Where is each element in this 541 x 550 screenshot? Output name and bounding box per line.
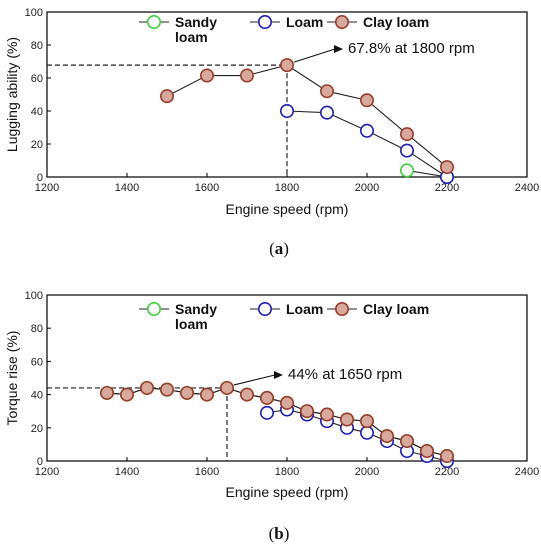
y-tick-label: 60: [31, 356, 43, 368]
y-tick-label: 100: [25, 290, 43, 302]
series-line-loam: [266, 408, 448, 462]
panel-label: (a): [269, 239, 289, 258]
data-point-clay-loam: [180, 385, 195, 400]
x-tick-label: 1600: [195, 466, 219, 478]
data-point-clay-loam: [379, 429, 394, 444]
x-tick-label: 1800: [275, 182, 299, 194]
x-tick-label: 2400: [515, 182, 539, 194]
legend-marker-clay-loam: [334, 15, 349, 29]
data-point-clay-loam: [359, 414, 374, 429]
y-tick-label: 100: [25, 7, 43, 19]
panel-label-open: (: [269, 239, 275, 258]
annotation-arrow-line: [233, 374, 276, 386]
data-point-clay-loam: [299, 404, 314, 419]
y-tick-label: 40: [31, 106, 43, 118]
x-tick-label: 1200: [35, 466, 59, 478]
legend-label: Loam: [286, 301, 323, 317]
data-point-clay-loam: [439, 449, 454, 464]
x-tick-label: 2400: [515, 466, 539, 478]
data-point-clay-loam: [259, 390, 274, 405]
legend-label: loam: [175, 29, 208, 45]
panel-label-letter: a: [275, 239, 284, 258]
data-point-clay-loam: [339, 412, 354, 427]
y-tick-label: 20: [31, 423, 43, 435]
data-point-clay-loam: [200, 68, 215, 83]
x-tick-label: 1800: [275, 466, 299, 478]
x-tick-label: 2200: [435, 466, 459, 478]
y-tick-label: 40: [31, 390, 43, 402]
legend-marker-loam: [257, 15, 272, 29]
panel-label-open: (: [269, 524, 275, 543]
data-point-loam: [259, 405, 274, 420]
y-tick-label: 20: [31, 139, 43, 151]
data-point-clay-loam: [359, 93, 374, 108]
chart-b: 1200 1400 1600 1800 2000 2200 2400 0 20 40 60 80 100…: [4, 290, 539, 543]
chart-a: 1200 1400 1600 1800 2000 2200 2400 0 20 40 60 80 100…: [4, 7, 539, 258]
annotation-label: 44% at 1650 rpm: [288, 366, 402, 383]
data-point-clay-loam: [120, 387, 135, 402]
legend-label: Sandy: [175, 301, 217, 317]
x-axis-title: Engine speed (rpm): [226, 484, 349, 500]
data-point-clay-loam: [220, 380, 235, 395]
x-axis-title: Engine speed (rpm): [226, 201, 349, 217]
x-tick-label: 2000: [355, 182, 379, 194]
data-point-clay-loam: [240, 68, 255, 83]
data-point-loam: [359, 425, 374, 440]
data-point-clay-loam: [240, 387, 255, 402]
x-tick-label: 2000: [355, 466, 379, 478]
annotation-label: 67.8% at 1800 rpm: [348, 40, 475, 57]
data-point-clay-loam: [319, 84, 334, 99]
y-tick-label: 60: [31, 73, 43, 85]
y-tick-label: 80: [31, 40, 43, 52]
data-point-loam: [319, 105, 334, 120]
y-axis-title: Torque rise (%): [4, 331, 20, 426]
data-point-clay-loam: [200, 387, 215, 402]
data-point-clay-loam: [399, 127, 414, 142]
legend-marker-clay-loam: [334, 301, 349, 316]
data-point-clay-loam: [439, 160, 454, 175]
y-tick-label: 0: [37, 456, 43, 468]
plot-frame: [46, 294, 528, 462]
x-tick-label: 2200: [435, 182, 459, 194]
data-point-clay-loam: [319, 407, 334, 422]
data-point-clay-loam: [279, 395, 294, 410]
data-point-clay-loam: [419, 444, 434, 459]
data-point-clay-loam: [160, 382, 175, 397]
x-tick-label: 1400: [115, 182, 139, 194]
y-axis-title: Lugging ability (%): [4, 37, 20, 152]
x-tick-label: 1600: [195, 182, 219, 194]
legend-label: Sandy: [175, 14, 217, 30]
data-point-sandy-loam: [399, 163, 414, 178]
data-point-clay-loam: [160, 89, 175, 104]
data-point-clay-loam: [140, 380, 155, 395]
data-point-clay-loam: [100, 385, 115, 400]
plot-frame: [46, 11, 528, 178]
data-point-clay-loam: [399, 434, 414, 449]
data-point-loam: [399, 143, 414, 158]
annotation-arrow-head: [334, 45, 343, 53]
legend-marker-loam: [257, 301, 272, 316]
y-tick-label: 80: [31, 323, 43, 335]
annotation-arrow-head: [274, 371, 283, 379]
y-tick-label: 0: [37, 172, 43, 184]
data-point-loam: [279, 104, 294, 119]
panel-label-close: ): [284, 524, 290, 543]
legend-label: loam: [175, 316, 208, 332]
x-tick-label: 1400: [115, 466, 139, 478]
legend-label: Clay loam: [363, 301, 429, 317]
annotation-arrow-line: [293, 48, 336, 63]
series-line-loam: [286, 110, 448, 178]
x-tick-label: 1200: [35, 182, 59, 194]
legend-label: Clay loam: [363, 14, 429, 30]
legend-label: Loam: [286, 14, 323, 30]
data-point-loam: [359, 123, 374, 138]
data-point-clay-loam: [279, 58, 294, 73]
legend-marker-sandy-loam: [147, 301, 162, 316]
legend-marker-sandy-loam: [147, 15, 162, 29]
panel-label-close: ): [283, 239, 289, 258]
panel-label: (b): [269, 524, 290, 543]
panel-label-letter: b: [274, 524, 283, 543]
